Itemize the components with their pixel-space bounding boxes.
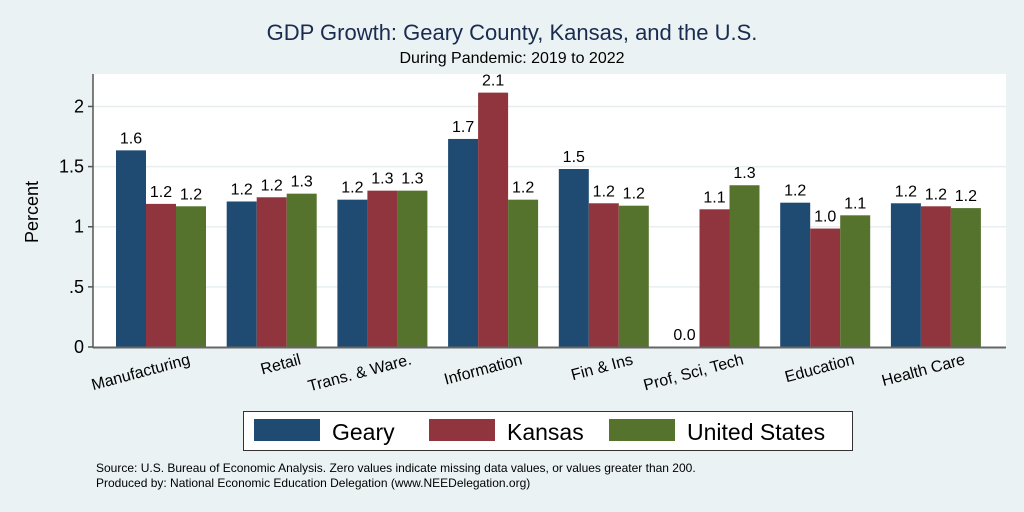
bar-value-label: 1.0: [814, 209, 836, 226]
bar-value-label: 1.3: [733, 165, 755, 182]
legend-swatch-kansas: [429, 419, 495, 441]
bar-geary: [890, 203, 921, 347]
bar-value-label: 1.2: [261, 177, 283, 194]
bar-value-label: 1.1: [844, 195, 866, 212]
x-tick-label: Prof, Sci, Tech: [642, 351, 746, 394]
bar-value-label: 1.2: [593, 183, 615, 200]
bar-united-states: [508, 199, 539, 347]
bar-united-states: [286, 193, 317, 347]
bar-kansas: [146, 203, 176, 347]
y-tick-label: 2: [74, 96, 84, 116]
bar-value-label: 1.2: [623, 186, 645, 203]
bar-value-label: 1.3: [401, 171, 423, 188]
bar-value-label: 0.0: [673, 327, 695, 344]
x-tick-label: Education: [783, 351, 856, 386]
bar-kansas: [810, 228, 841, 347]
legend-swatch-geary: [254, 419, 320, 441]
chart-subtitle: During Pandemic: 2019 to 2022: [399, 50, 625, 67]
bar-value-label: 1.2: [895, 183, 917, 200]
bar-kansas: [367, 190, 398, 347]
x-tick-label: Information: [442, 351, 524, 388]
bar-united-states: [840, 215, 871, 347]
y-tick-label: .5: [69, 277, 84, 297]
bar-geary: [780, 202, 811, 347]
bars: [116, 92, 981, 348]
legend: Geary Kansas United States: [243, 411, 853, 451]
legend-swatch-united-states: [609, 419, 675, 441]
y-tick-label: 1.5: [59, 157, 84, 177]
y-tick-label: 0: [74, 337, 84, 357]
bar-united-states: [176, 206, 206, 347]
x-tick-label: Manufacturing: [90, 351, 192, 394]
bar-value-label: 1.2: [925, 186, 947, 203]
bar-value-label: 1.3: [371, 171, 393, 188]
bar-geary: [226, 201, 257, 347]
bar-value-label: 1.2: [512, 180, 534, 197]
bar-value-label: 1.2: [150, 184, 172, 201]
bar-geary: [116, 150, 146, 347]
bar-kansas: [588, 203, 619, 347]
bar-value-label: 1.2: [231, 181, 253, 198]
legend-label-geary: Geary: [332, 419, 395, 445]
bar-value-label: 1.2: [341, 180, 363, 197]
bar-value-label: 1.6: [120, 130, 142, 147]
y-axis-label: Percent: [22, 181, 42, 243]
bar-geary: [337, 199, 368, 347]
legend-label-kansas: Kansas: [507, 419, 584, 445]
x-tick-label: Health Care: [880, 351, 967, 390]
chart-title: GDP Growth: Geary County, Kansas, and th…: [266, 20, 758, 45]
bar-value-label: 2.1: [482, 73, 504, 90]
bar-labels: 1.6 1.2 1.2 1.2 1.2 1.3 1.2 1.3 1.3 1.7 2.1 1.2 1.5 1…: [120, 73, 977, 344]
bar-kansas: [699, 209, 730, 347]
bar-kansas: [478, 92, 509, 348]
y-tick-label: 1: [74, 217, 84, 237]
bar-value-label: 1.3: [291, 174, 313, 191]
bar-value-label: 1.5: [563, 149, 585, 166]
legend-label-united-states: United States: [687, 419, 826, 445]
produced-by-note: Produced by: National Economic Education…: [96, 476, 531, 490]
bar-kansas: [920, 206, 951, 347]
bar-kansas: [256, 197, 287, 347]
bar-value-label: 1.7: [452, 119, 474, 136]
x-tick-labels: Manufacturing Retail Trans. & Ware. Informa…: [90, 351, 967, 395]
bar-value-label: 1.2: [955, 188, 977, 205]
bar-value-label: 1.1: [703, 189, 725, 206]
x-tick-label: Fin & Ins: [569, 351, 634, 384]
x-tick-label: Retail: [259, 351, 303, 378]
y-ticks: 0 .5 1 1.5 2: [59, 96, 93, 357]
bar-united-states: [729, 185, 760, 347]
x-tick-label: Trans. & Ware.: [306, 351, 413, 395]
bar-value-label: 1.2: [784, 183, 806, 200]
bar-value-label: 1.2: [180, 186, 202, 203]
bar-geary: [558, 169, 589, 347]
source-note: Source: U.S. Bureau of Economic Analysis…: [96, 461, 696, 475]
bar-united-states: [950, 208, 981, 347]
bar-united-states: [618, 205, 649, 347]
bar-united-states: [397, 190, 428, 347]
bar-geary: [448, 138, 479, 347]
